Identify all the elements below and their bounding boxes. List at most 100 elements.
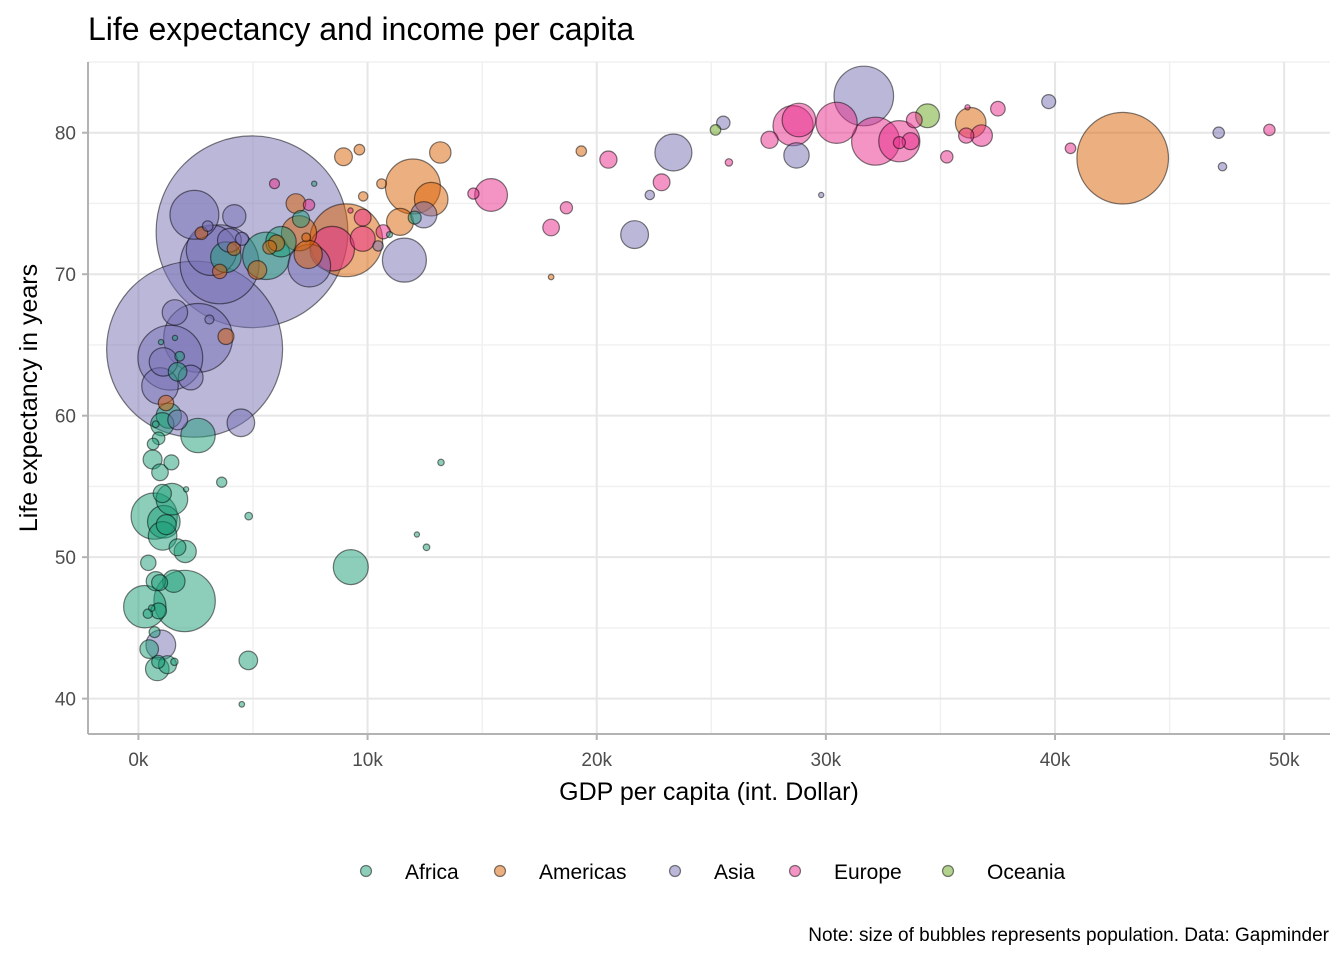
bubble-africa bbox=[140, 554, 157, 572]
bubble-europe bbox=[542, 218, 560, 237]
bubble-africa bbox=[238, 650, 259, 671]
bubble-africa bbox=[332, 548, 369, 586]
bubble-africa bbox=[385, 231, 394, 239]
bubble-asia bbox=[783, 142, 810, 169]
bubble-asia bbox=[234, 231, 250, 246]
bubble-africa bbox=[163, 454, 180, 471]
bubble-americas bbox=[547, 273, 555, 281]
bubble-asia bbox=[167, 409, 189, 431]
bubble-africa bbox=[151, 573, 169, 592]
bubble-europe bbox=[964, 104, 971, 111]
bubble-americas bbox=[376, 178, 388, 190]
legend-label-africa: Africa bbox=[405, 861, 459, 884]
bubble-africa bbox=[174, 350, 186, 362]
bubble-americas bbox=[226, 241, 242, 257]
y-axis-title: Life expectancy in years bbox=[15, 264, 43, 532]
bubble-europe bbox=[652, 173, 671, 192]
bubble-africa bbox=[146, 437, 160, 451]
bubble-africa bbox=[151, 654, 166, 669]
bubble-africa bbox=[238, 700, 246, 708]
bubble-europe bbox=[474, 178, 509, 213]
bubble-africa bbox=[151, 420, 160, 429]
bubble-americas bbox=[575, 145, 588, 157]
x-axis-ticks: 0k 10k 20k 30k 40k 50k bbox=[128, 734, 1300, 771]
legend-key-americas bbox=[493, 864, 507, 878]
bubble-europe bbox=[760, 130, 779, 149]
bubble-africa bbox=[147, 604, 156, 612]
bubble-africa bbox=[151, 463, 169, 482]
y-tick-label: 40 bbox=[55, 690, 76, 711]
bubble-africa bbox=[170, 657, 179, 667]
legend-key-africa bbox=[359, 864, 373, 878]
bubble-europe bbox=[815, 101, 858, 145]
x-tick-label: 30k bbox=[811, 750, 842, 771]
legend: Africa Americas Asia Europe Oceania bbox=[359, 861, 1066, 884]
bubble-americas bbox=[217, 327, 235, 346]
bubble-africa bbox=[171, 334, 179, 342]
legend-label-oceania: Oceania bbox=[987, 861, 1066, 884]
x-axis-title: GDP per capita (int. Dollar) bbox=[559, 778, 859, 806]
y-tick-label: 70 bbox=[55, 265, 76, 286]
bubble-asia bbox=[226, 408, 256, 438]
bubble-europe bbox=[892, 136, 907, 150]
chart-title: Life expectancy and income per capita bbox=[88, 11, 634, 47]
bubble-asia bbox=[169, 189, 220, 240]
bubble-africa bbox=[152, 483, 172, 504]
bubble-asia bbox=[372, 240, 384, 252]
chart-caption: Note: size of bubbles represents populat… bbox=[808, 925, 1329, 946]
bubble-europe bbox=[724, 158, 734, 167]
bubble-europe bbox=[905, 111, 923, 129]
bubble-asia bbox=[654, 133, 693, 172]
bubble-europe bbox=[353, 208, 372, 227]
bubble-europe bbox=[939, 150, 954, 164]
bubble-europe bbox=[559, 200, 574, 215]
bubble-americas bbox=[247, 260, 268, 281]
bubble-africa bbox=[168, 538, 187, 557]
bubble-asia bbox=[222, 203, 247, 229]
legend-key-asia bbox=[668, 864, 682, 878]
bubble-africa bbox=[157, 338, 165, 346]
bubble-americas bbox=[428, 141, 452, 164]
bubble-asia bbox=[1217, 161, 1228, 172]
bubble-asia bbox=[1212, 126, 1225, 139]
legend-label-americas: Americas bbox=[539, 861, 627, 884]
bubble-asia bbox=[620, 220, 650, 250]
y-tick-label: 60 bbox=[55, 407, 76, 428]
bubble-europe bbox=[349, 225, 376, 252]
bubble-africa bbox=[155, 513, 177, 536]
bubble-africa bbox=[180, 417, 216, 454]
bubble-europe bbox=[1263, 123, 1276, 137]
bubble-asia bbox=[818, 191, 825, 199]
x-tick-label: 20k bbox=[581, 750, 612, 771]
bubble-americas bbox=[301, 232, 312, 243]
bubble-africa bbox=[291, 209, 311, 229]
bubble-americas bbox=[157, 394, 175, 412]
bubble-africa bbox=[422, 543, 431, 552]
bubble-oceania bbox=[709, 123, 722, 136]
bubble-americas bbox=[334, 147, 354, 167]
legend-key-oceania bbox=[941, 864, 955, 878]
bubble-americas bbox=[353, 143, 366, 156]
gridlines bbox=[88, 61, 1330, 734]
bubble-europe bbox=[347, 207, 354, 214]
bubble-europe bbox=[268, 178, 281, 190]
legend-key-europe bbox=[788, 864, 802, 878]
y-tick-label: 80 bbox=[55, 124, 76, 145]
bubble-europe bbox=[467, 187, 480, 200]
bubble-asia bbox=[381, 237, 427, 283]
bubble-africa bbox=[407, 210, 422, 225]
bubble-africa bbox=[215, 476, 228, 488]
bubble-layer bbox=[106, 65, 1276, 708]
bubble-americas bbox=[357, 191, 369, 202]
bubble-africa bbox=[182, 486, 190, 493]
bubble-africa bbox=[311, 180, 318, 187]
bubble-americas bbox=[211, 263, 228, 280]
bubble-americas bbox=[262, 239, 278, 255]
bubble-asia bbox=[204, 314, 215, 325]
x-tick-label: 50k bbox=[1269, 750, 1300, 771]
legend-label-europe: Europe bbox=[834, 861, 902, 884]
x-tick-label: 0k bbox=[128, 750, 149, 771]
bubble-europe bbox=[958, 127, 975, 144]
bubble-americas bbox=[293, 239, 323, 270]
bubble-europe bbox=[599, 150, 618, 169]
